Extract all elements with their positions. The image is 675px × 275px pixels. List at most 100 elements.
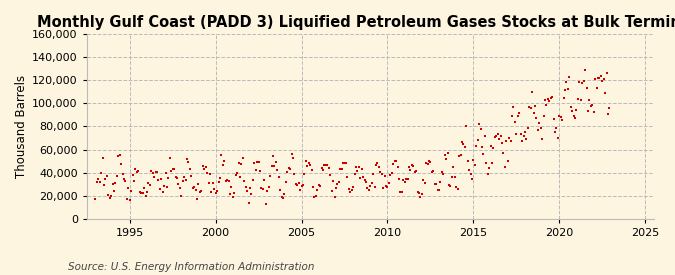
Point <box>512 114 523 118</box>
Point <box>572 97 583 101</box>
Point <box>134 189 145 194</box>
Point <box>484 166 495 170</box>
Point <box>443 182 454 187</box>
Point <box>323 165 334 170</box>
Point <box>188 186 198 191</box>
Point <box>286 152 297 156</box>
Point <box>382 185 393 189</box>
Point <box>111 174 122 178</box>
Point <box>136 191 146 195</box>
Point <box>193 182 204 187</box>
Point <box>525 106 536 110</box>
Point <box>223 178 234 183</box>
Point <box>528 111 539 115</box>
Point <box>545 95 556 100</box>
Point <box>165 155 176 160</box>
Point <box>530 104 541 108</box>
Point <box>348 185 358 190</box>
Point <box>515 132 526 136</box>
Point <box>356 166 367 171</box>
Point <box>288 156 298 160</box>
Point <box>217 163 228 167</box>
Point <box>129 179 140 183</box>
Point <box>280 180 291 184</box>
Point <box>544 99 555 103</box>
Point <box>362 186 373 190</box>
Point <box>539 98 550 102</box>
Point <box>478 152 489 156</box>
Point <box>285 166 296 171</box>
Point <box>518 134 529 138</box>
Point <box>587 103 597 107</box>
Point <box>415 195 426 199</box>
Point <box>273 175 284 179</box>
Point <box>408 164 418 168</box>
Point <box>153 178 164 182</box>
Point <box>212 189 223 194</box>
Point <box>552 135 563 140</box>
Point <box>267 154 278 159</box>
Point <box>253 160 264 164</box>
Point <box>331 186 342 190</box>
Point <box>491 134 502 139</box>
Point <box>567 108 578 113</box>
Point <box>122 197 132 202</box>
Point <box>433 188 444 192</box>
Point <box>379 174 390 178</box>
Point <box>388 162 399 166</box>
Point <box>598 77 609 82</box>
Point <box>405 168 416 172</box>
Point <box>152 170 163 174</box>
Point <box>500 165 510 169</box>
Point <box>456 140 467 144</box>
Point <box>240 185 251 189</box>
Point <box>229 191 240 195</box>
Point <box>524 105 535 109</box>
Point <box>113 154 124 158</box>
Point <box>110 180 121 185</box>
Point <box>465 172 476 177</box>
Point <box>137 191 148 196</box>
Point <box>96 170 107 175</box>
Point <box>148 175 159 179</box>
Point <box>418 178 429 183</box>
Point <box>494 137 505 141</box>
Point <box>133 169 144 174</box>
Point <box>345 189 356 194</box>
Point <box>601 70 612 75</box>
Point <box>140 194 151 198</box>
Point <box>537 137 547 142</box>
Point <box>114 153 125 157</box>
Point <box>329 195 340 199</box>
Point <box>227 194 238 199</box>
Point <box>396 190 407 194</box>
Point <box>265 174 275 178</box>
Point <box>159 184 169 188</box>
Point <box>429 182 440 187</box>
Point <box>462 159 473 163</box>
Point <box>398 178 408 182</box>
Point <box>99 182 109 187</box>
Point <box>604 105 615 110</box>
Point <box>464 168 475 172</box>
Point <box>230 173 241 178</box>
Point <box>182 157 192 161</box>
Point <box>179 175 190 179</box>
Point <box>448 165 459 170</box>
Point <box>186 174 196 178</box>
Point <box>574 79 585 84</box>
Point <box>173 182 184 186</box>
Point <box>315 184 325 188</box>
Point <box>504 136 514 141</box>
Point <box>580 68 591 72</box>
Point <box>238 156 248 161</box>
Point <box>138 186 149 191</box>
Point <box>421 161 431 165</box>
Point <box>557 117 568 122</box>
Point <box>184 166 195 171</box>
Point <box>342 174 353 179</box>
Point <box>511 131 522 136</box>
Point <box>378 186 389 190</box>
Point <box>271 160 281 165</box>
Point <box>414 191 425 195</box>
